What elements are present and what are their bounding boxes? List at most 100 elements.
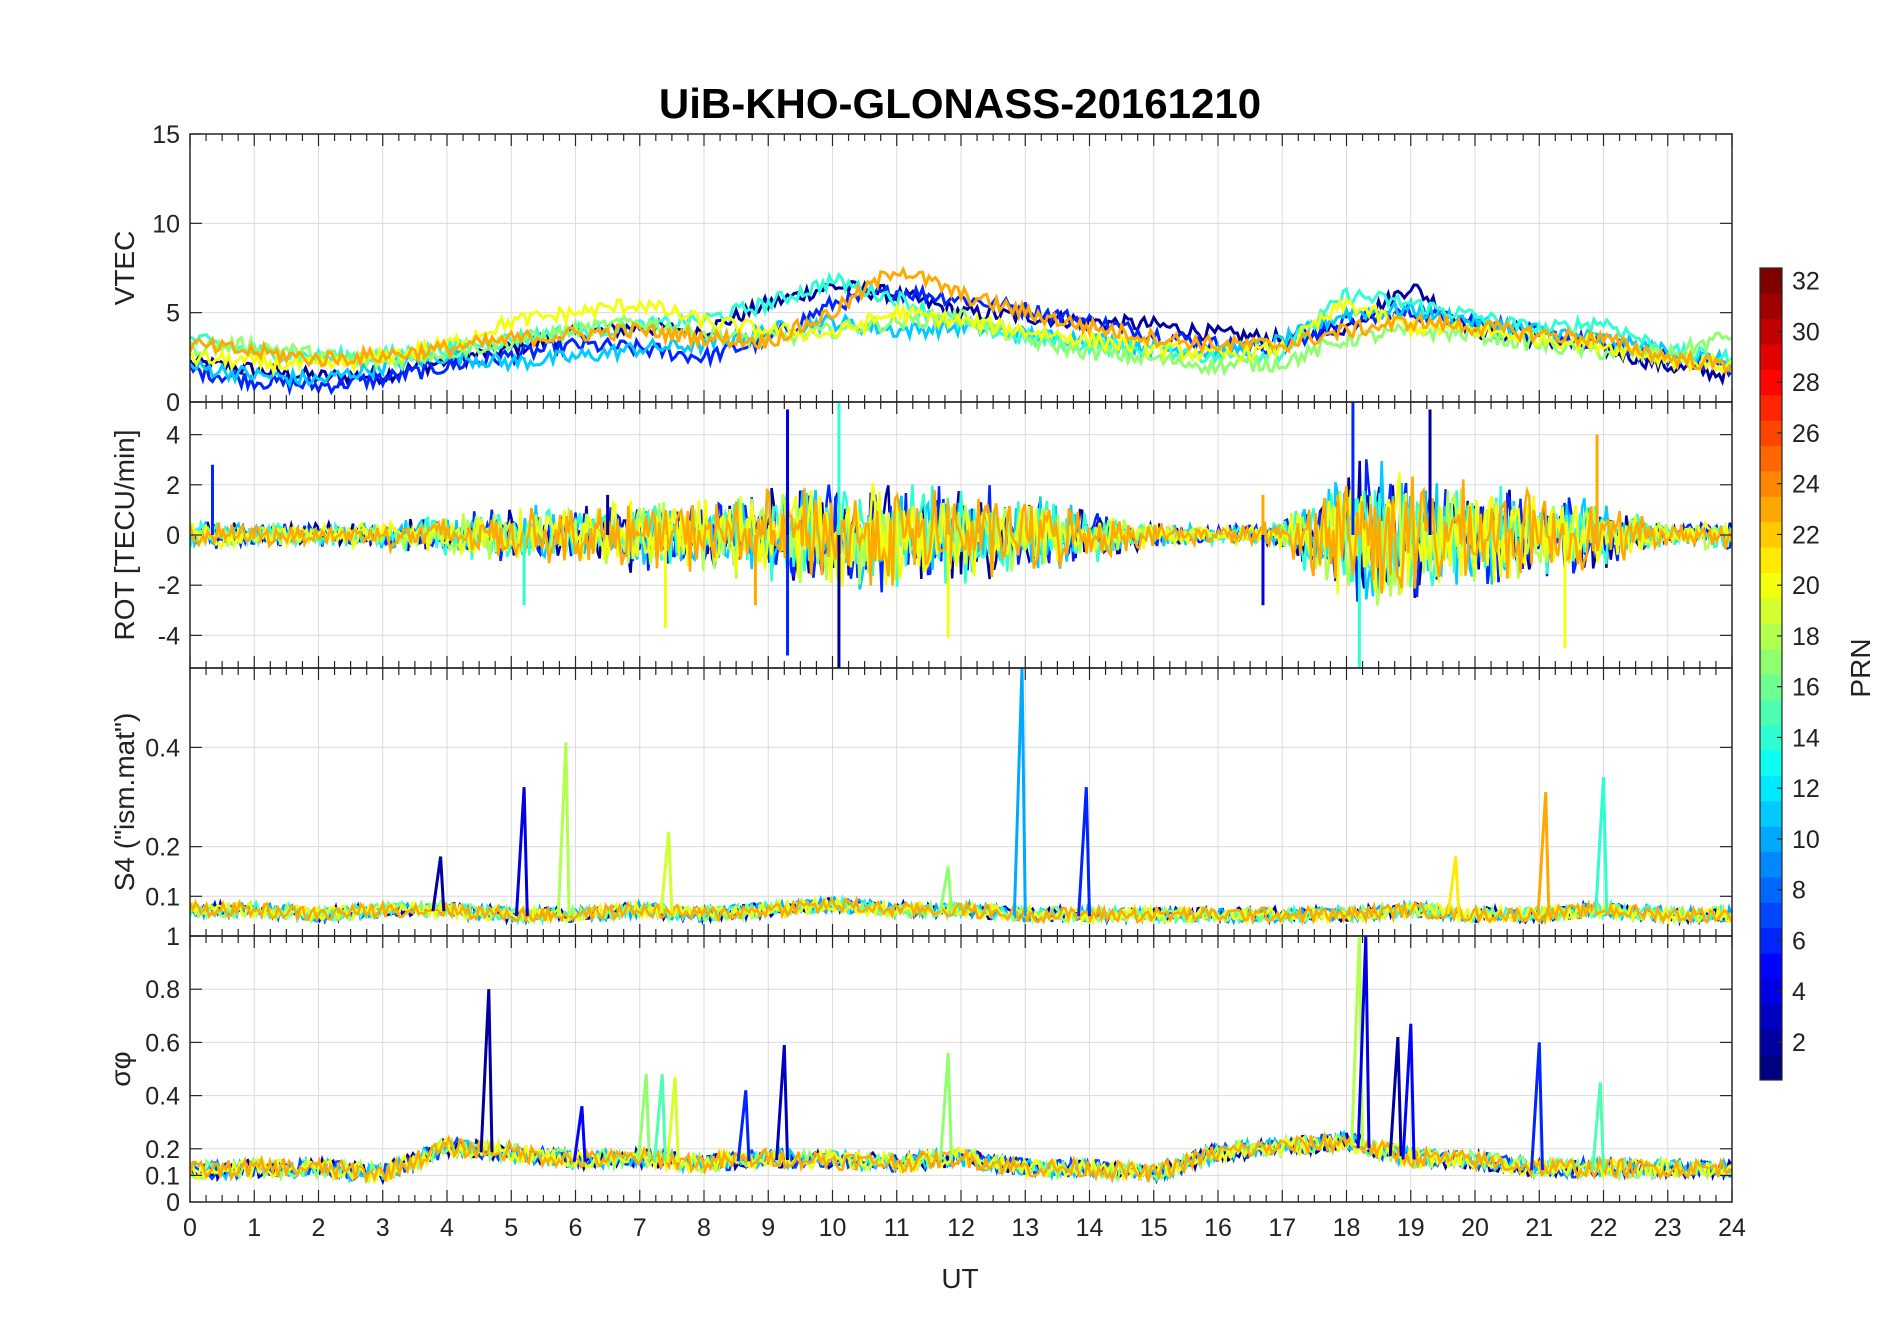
panel-vtec: 0 5 10 15 VTEC	[109, 121, 1733, 417]
x-tick-label: 15	[1140, 1214, 1168, 1242]
vtec-series-prn-23	[190, 265, 1732, 376]
s4-spike-prn-4	[514, 787, 529, 917]
x-tick-label: 21	[1525, 1214, 1553, 1242]
colorbar-segment	[1760, 344, 1782, 370]
x-tick-label: 5	[504, 1214, 518, 1242]
colorbar-segment	[1760, 902, 1782, 929]
colorbar-segment	[1760, 420, 1782, 447]
y-axis-label-vtec: VTEC	[109, 231, 140, 306]
x-tick-label: 24	[1718, 1214, 1746, 1242]
rot-series-prn-23	[190, 476, 1732, 594]
colorbar-segment	[1760, 394, 1782, 421]
colorbar-tick-label: 22	[1792, 521, 1820, 549]
x-tick-label: 14	[1076, 1214, 1104, 1242]
sigma-spike-prn-3	[775, 1044, 789, 1161]
colorbar-segment	[1760, 877, 1782, 903]
colorbar-segment	[1760, 953, 1782, 979]
colorbar-tick-label: 10	[1792, 826, 1820, 854]
chart-title: UiB-KHO-GLONASS-20161210	[659, 80, 1261, 127]
colorbar-segment	[1760, 724, 1782, 751]
colorbar-segment	[1760, 445, 1782, 472]
x-tick-label: 1	[247, 1214, 261, 1242]
panel-data	[190, 936, 1732, 1186]
panel-s4: 0.1 0.2 0.4S4 ("ism.mat")	[109, 667, 1733, 937]
y-tick-label: 1	[166, 923, 180, 951]
colorbar-segment	[1760, 648, 1782, 675]
x-tick-label: 11	[884, 1214, 910, 1242]
colorbar-segment	[1760, 978, 1782, 1005]
colorbar-segment	[1760, 496, 1782, 523]
s4-spike-prn-17	[938, 866, 953, 912]
panel-data	[190, 265, 1732, 397]
panel-rot: -4 -2 0 2 4 ROT [TECU/min]	[109, 401, 1733, 669]
sigma-spike-prn-2	[1388, 1037, 1403, 1157]
x-tick-label: 17	[1268, 1214, 1296, 1242]
y-tick-label: -2	[158, 572, 180, 600]
y-axis-label-rot: ROT [TECU/min]	[109, 429, 140, 640]
colorbar-frame	[1759, 267, 1783, 1081]
x-tick-label: 3	[376, 1214, 390, 1242]
x-tick-label: 20	[1461, 1214, 1489, 1242]
colorbar-tick-label: 20	[1792, 572, 1820, 600]
x-tick-label: 2	[312, 1214, 326, 1242]
colorbar-segment	[1760, 318, 1782, 345]
y-axis-label-sigma_phi: σφ	[105, 1051, 136, 1086]
sigma-spike-prn-4	[1356, 936, 1371, 1149]
s4-spike-prn-10	[1012, 668, 1027, 916]
colorbar-segment	[1760, 1029, 1782, 1056]
x-tick-label: 9	[761, 1214, 775, 1242]
s4-spike-prn-21	[1446, 856, 1461, 915]
colorbar-segment	[1760, 293, 1782, 320]
colorbar-tick-label: 26	[1792, 420, 1820, 448]
y-tick-label: 0.2	[145, 834, 180, 862]
colorbar-tick-label: 6	[1792, 927, 1806, 955]
y-tick-label: 0.4	[145, 1083, 180, 1111]
y-tick-label: 0.6	[145, 1029, 180, 1057]
sigma-spike-prn-5	[1401, 1023, 1416, 1160]
colorbar-tick-label: 2	[1792, 1029, 1806, 1057]
sigma-spike-prn-6	[1530, 1042, 1544, 1171]
colorbar-segment	[1760, 1003, 1782, 1030]
colorbar-segment	[1760, 800, 1782, 827]
y-tick-label: 0.4	[145, 734, 180, 762]
s4-spike-prn-23	[1536, 792, 1551, 916]
sigma-spike-prn-2	[479, 989, 494, 1153]
x-tick-label: 6	[569, 1214, 583, 1242]
x-tick-label: 10	[819, 1214, 847, 1242]
x-tick-label: 23	[1654, 1214, 1682, 1242]
colorbar-tick-label: 8	[1792, 877, 1806, 905]
y-tick-label: 0.1	[145, 883, 180, 911]
sigma-spike-prn-6	[736, 1090, 751, 1162]
colorbar-segment	[1760, 268, 1782, 294]
s4-spike-prn-19	[659, 831, 674, 914]
y-tick-label: 15	[152, 121, 180, 149]
colorbar-segment	[1760, 572, 1782, 599]
s4-series-prn-23	[190, 895, 1732, 927]
colorbar-tick-label: 30	[1792, 318, 1820, 346]
colorbar-segment	[1760, 750, 1782, 776]
colorbar-segment	[1760, 547, 1782, 573]
colorbar-tick-label: 28	[1792, 369, 1820, 397]
sigma-spike-prn-5	[572, 1105, 587, 1163]
y-tick-label: 5	[166, 300, 180, 328]
colorbar-segment	[1760, 597, 1782, 624]
colorbar-segment	[1760, 927, 1782, 954]
y-tick-label: 0	[166, 389, 180, 417]
colorbar-segment	[1760, 623, 1782, 650]
y-tick-label: 2	[166, 472, 180, 500]
x-tick-label: 12	[947, 1214, 975, 1242]
colorbar-segment	[1760, 674, 1782, 700]
sigma-spike-prn-15	[1591, 1082, 1605, 1171]
s4-spike-prn-18	[556, 742, 571, 917]
sigma-series-prn-23	[190, 1132, 1732, 1185]
colorbar-label: PRN	[1845, 638, 1876, 697]
x-tick-label: 8	[697, 1214, 711, 1242]
x-tick-label: 7	[633, 1214, 647, 1242]
colorbar-segment	[1760, 521, 1782, 548]
colorbar-segment	[1760, 775, 1782, 802]
panel-sigma_phi: 00.10.2 0.4 0.6 0.8 1 σφ	[105, 923, 1733, 1217]
colorbar-segment	[1760, 369, 1782, 396]
